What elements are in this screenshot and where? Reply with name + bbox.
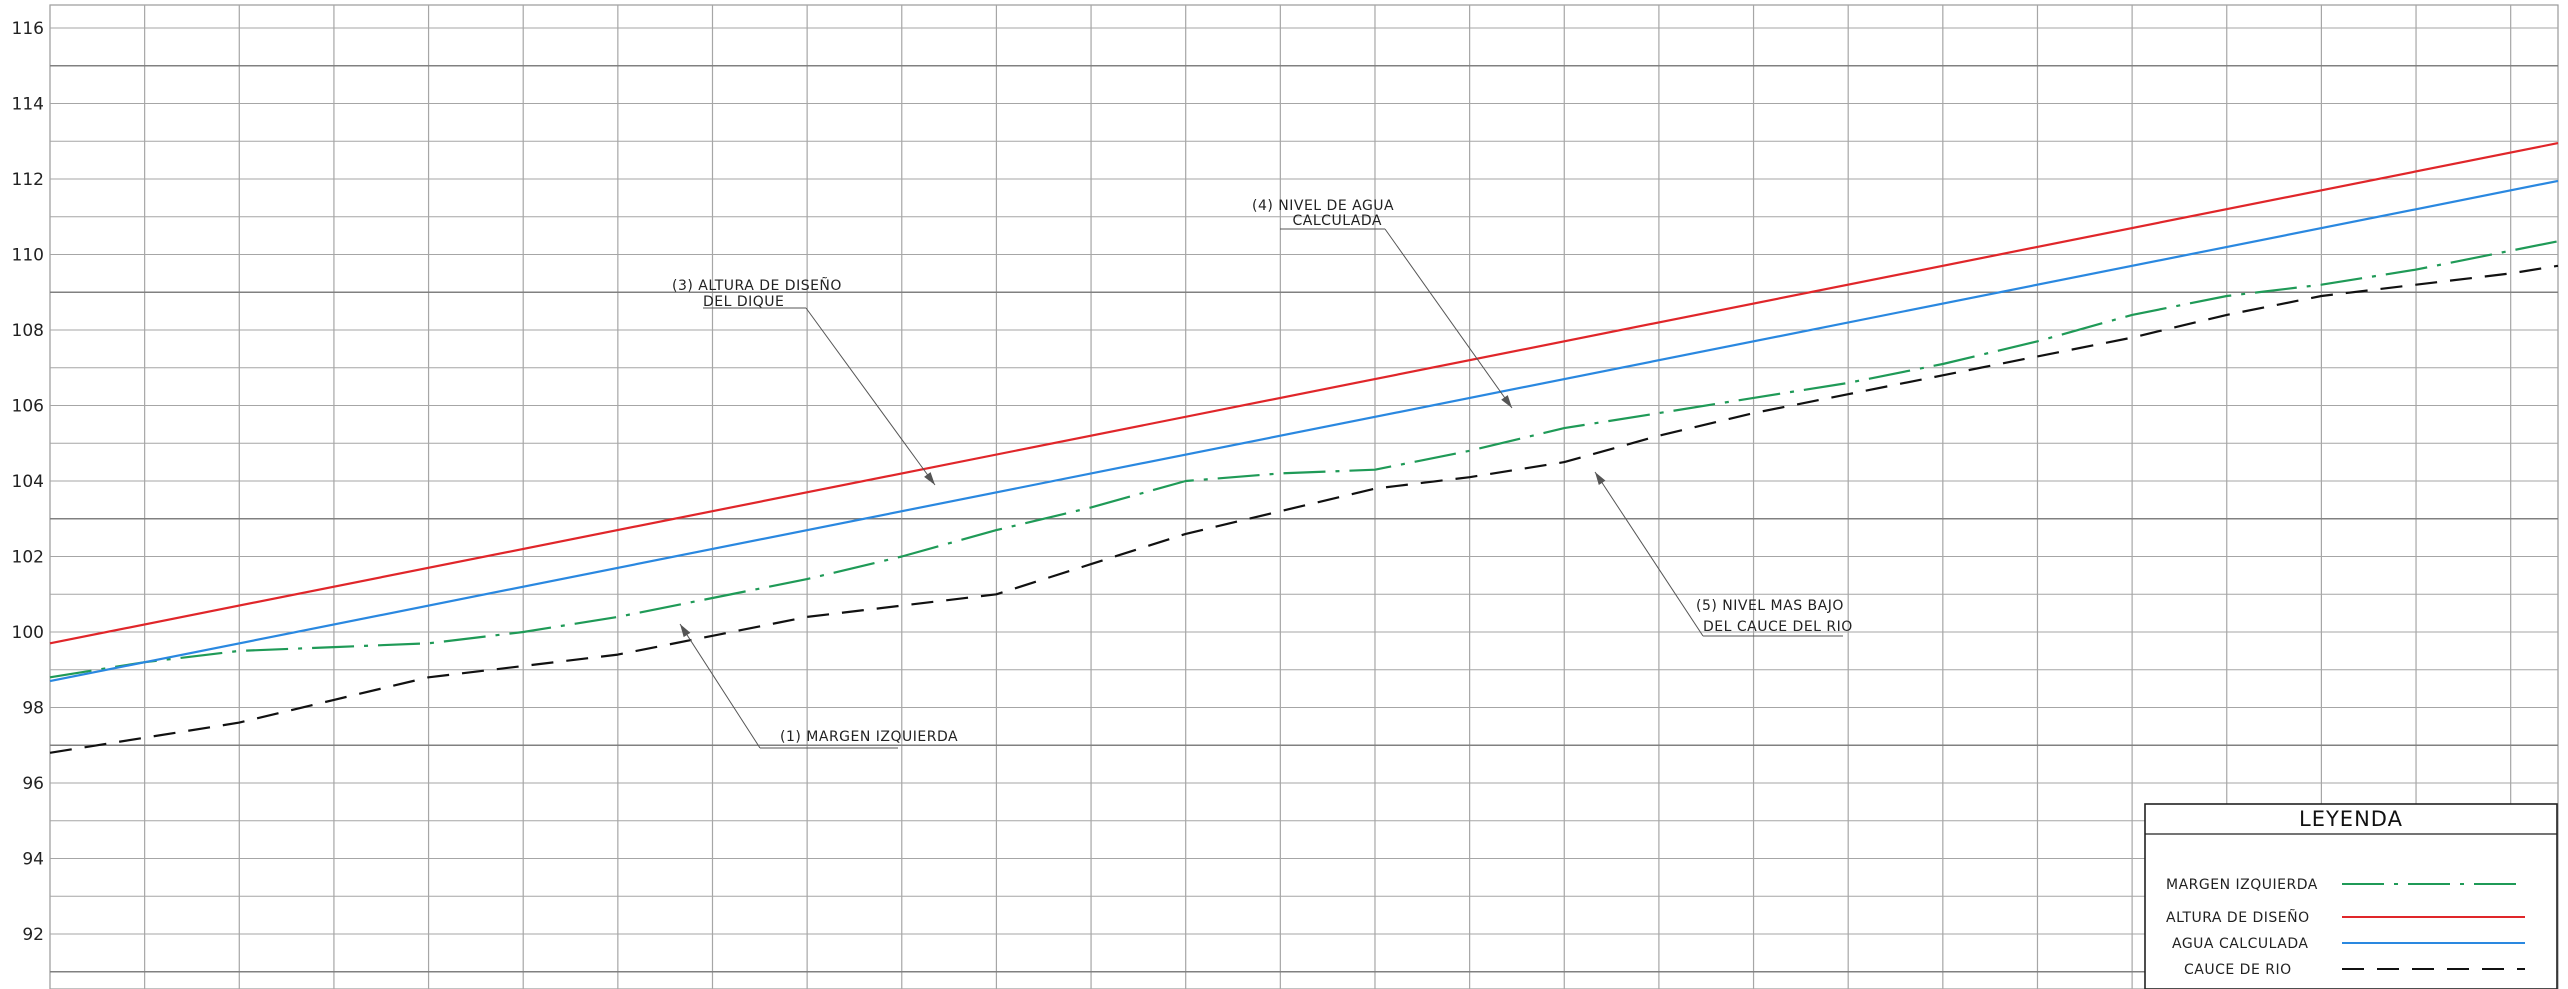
annotation-arrowhead bbox=[1595, 472, 1606, 486]
legend-box bbox=[2144, 803, 2558, 989]
annotation-leader bbox=[679, 623, 761, 749]
series-line-margen bbox=[49, 240, 2559, 679]
annotation-arrowhead bbox=[924, 472, 935, 485]
y-tick-label: 102 bbox=[12, 548, 44, 568]
chart-grid bbox=[49, 4, 2559, 989]
y-tick-label: 98 bbox=[22, 699, 44, 719]
y-axis-tick-labels: 92 94 96 98 100 102 104 106 108 110 112 114 116 bbox=[12, 19, 44, 945]
y-tick-label: 96 bbox=[22, 774, 44, 794]
chart-legend: LEYENDA MARGEN IZQUIERDA ALTURA DE DISEÑO A… bbox=[2144, 803, 2558, 989]
legend-label: MARGEN IZQUIERDA bbox=[2166, 877, 2318, 893]
series-line-agua bbox=[49, 179, 2559, 683]
annotation-text: DEL DIQUE bbox=[703, 294, 784, 310]
annotation-text: CALCULADA bbox=[1293, 213, 1382, 229]
legend-title: LEYENDA bbox=[2299, 807, 2403, 831]
y-tick-label: 104 bbox=[12, 472, 44, 492]
y-tick-label: 112 bbox=[12, 170, 44, 190]
annotation-text: (1) MARGEN IZQUIERDA bbox=[780, 729, 958, 745]
y-tick-label: 100 bbox=[12, 623, 44, 643]
legend-entry-margen: MARGEN IZQUIERDA bbox=[2166, 877, 2525, 893]
y-tick-label: 94 bbox=[22, 850, 44, 870]
y-tick-label: 106 bbox=[12, 397, 44, 417]
y-tick-label: 110 bbox=[12, 246, 44, 266]
legend-label: AGUA CALCULADA bbox=[2172, 936, 2308, 952]
legend-entry-altura: ALTURA DE DISEÑO bbox=[2166, 909, 2525, 926]
y-tick-label: 92 bbox=[22, 925, 44, 945]
annotation-a5: (5) NIVEL MAS BAJO DEL CAUCE DEL RIO bbox=[1594, 471, 1853, 637]
y-tick-label: 114 bbox=[12, 95, 44, 115]
annotation-a1: (1) MARGEN IZQUIERDA bbox=[679, 623, 958, 749]
annotation-arrowhead bbox=[1501, 395, 1512, 408]
annotation-arrowhead bbox=[680, 624, 691, 638]
legend-entry-agua: AGUA CALCULADA bbox=[2172, 936, 2525, 952]
legend-label: ALTURA DE DISEÑO bbox=[2166, 909, 2310, 926]
annotation-text: DEL CAUCE DEL RIO bbox=[1703, 619, 1853, 635]
annotation-text: (4) NIVEL DE AGUA bbox=[1252, 198, 1394, 214]
annotation-text: (3) ALTURA DE DISEÑO bbox=[672, 277, 842, 294]
legend-label: CAUCE DE RIO bbox=[2184, 962, 2292, 978]
annotation-leader bbox=[805, 307, 936, 486]
annotation-leader bbox=[1594, 471, 1704, 637]
legend-entry-cauce: CAUCE DE RIO bbox=[2184, 962, 2525, 978]
y-tick-label: 116 bbox=[12, 19, 44, 39]
annotation-text: (5) NIVEL MAS BAJO bbox=[1696, 598, 1844, 614]
series-line-altura bbox=[49, 142, 2559, 645]
annotation-leader bbox=[1384, 228, 1513, 409]
y-tick-label: 108 bbox=[12, 321, 44, 341]
series-line-cauce bbox=[49, 264, 2559, 754]
chart-series bbox=[49, 142, 2559, 754]
